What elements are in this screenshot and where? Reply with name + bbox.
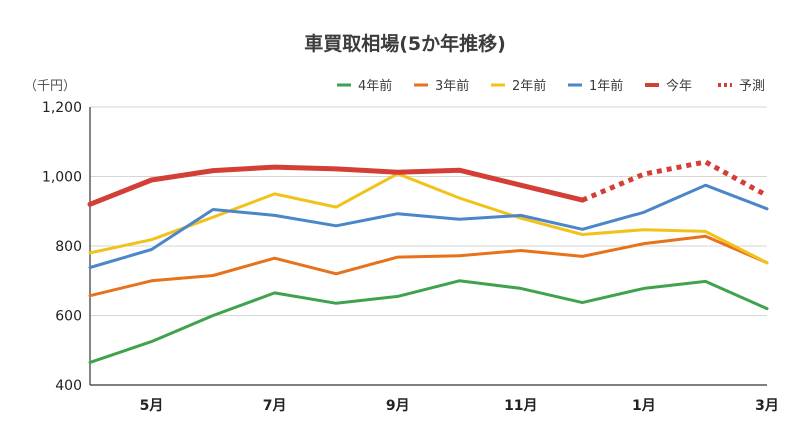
x-axis-ticks: 5月 7月 9月 11月 1月 3月	[140, 398, 779, 414]
series-line-今年	[87, 164, 585, 207]
y-tick-label: 1,000	[42, 170, 82, 186]
series-line-予測	[581, 159, 769, 203]
y-unit-label: （千円）	[24, 79, 76, 94]
series-line-2年前	[88, 172, 769, 265]
legend-label: 4年前	[358, 78, 392, 94]
y-axis-ticks: 400 600 800 1,000 1,200	[42, 100, 82, 394]
legend-label: 予測	[739, 79, 765, 94]
legend-label: 3年前	[435, 78, 469, 94]
legend-label: 今年	[666, 78, 692, 94]
legend: 4年前 3年前 2年前 1年前 今年 予測	[337, 78, 765, 94]
series-line-4年前	[88, 279, 769, 364]
legend-label: 1年前	[589, 78, 623, 94]
y-tick-label: 1,200	[42, 100, 82, 116]
x-tick-label: 5月	[140, 398, 164, 414]
series-lines	[87, 159, 769, 364]
y-tick-label: 400	[55, 378, 82, 394]
gridlines	[89, 106, 767, 386]
y-tick-label: 800	[55, 239, 82, 255]
x-tick-label: 9月	[386, 398, 410, 414]
x-tick-label: 1月	[632, 398, 656, 414]
series-line-1年前	[88, 183, 769, 269]
x-tick-label: 3月	[755, 398, 779, 414]
legend-label: 2年前	[512, 78, 546, 94]
x-tick-label: 11月	[504, 398, 537, 414]
y-tick-label: 600	[55, 309, 82, 325]
x-tick-label: 7月	[263, 398, 287, 414]
chart-title: 車買取相場(5か年推移)	[304, 32, 506, 55]
series-line-3年前	[88, 234, 769, 298]
